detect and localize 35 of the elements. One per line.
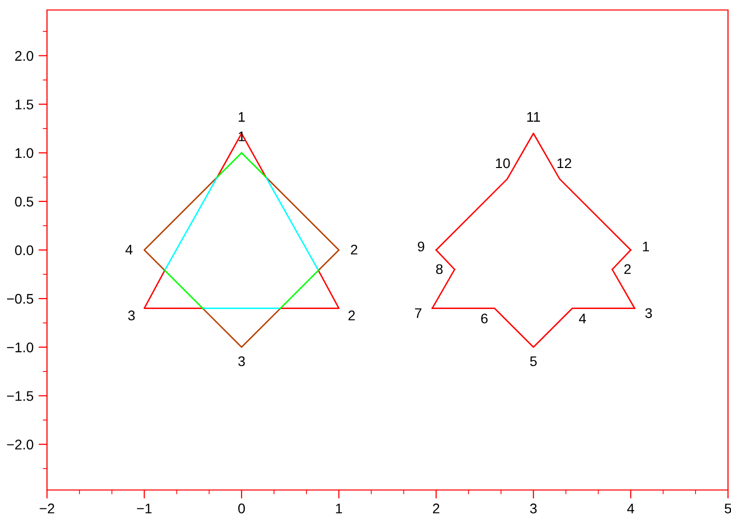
annotation: 2 <box>624 264 631 274</box>
annotation: 5 <box>530 356 537 366</box>
y-tick-label: −1.0 <box>7 342 34 352</box>
annotation: 6 <box>481 314 488 324</box>
x-tick-label: 3 <box>530 504 537 514</box>
x-tick-label: 5 <box>724 504 731 514</box>
annotation: 4 <box>125 244 132 254</box>
x-tick-label: 4 <box>627 504 634 514</box>
annotation: 3 <box>645 308 652 318</box>
annotation: 2 <box>350 244 358 254</box>
y-tick-label: −2.0 <box>7 440 34 450</box>
annotation: 3 <box>238 356 245 366</box>
y-tick-label: 0.0 <box>15 245 34 256</box>
annotation: 1 <box>238 112 245 122</box>
annotation: 1 <box>643 242 650 252</box>
annotation: 3 <box>128 310 135 320</box>
y-tick-label: 1.5 <box>16 100 34 110</box>
x-tick-label: −2 <box>40 504 54 514</box>
x-tick-label: −1 <box>137 504 152 514</box>
annotation: 11 <box>527 112 540 122</box>
y-tick-label: 1.0 <box>16 148 34 158</box>
x-tick-label: 1 <box>336 504 342 514</box>
y-tick-label: 0.5 <box>15 196 34 207</box>
annotation: 7 <box>415 308 422 318</box>
y-tick-label: −0.5 <box>7 294 34 304</box>
x-tick-label: 2 <box>432 504 440 514</box>
x-tick-label: 0 <box>238 504 245 514</box>
annotation: 10 <box>496 158 510 168</box>
annotation: 9 <box>418 242 424 252</box>
annotation: 4 <box>578 314 586 324</box>
annotation: 12 <box>558 158 572 168</box>
y-tick-label: 2.0 <box>15 51 34 61</box>
annotation: 8 <box>436 264 443 274</box>
annotation: 2 <box>348 310 355 320</box>
y-tick-label: −1.5 <box>7 391 34 401</box>
